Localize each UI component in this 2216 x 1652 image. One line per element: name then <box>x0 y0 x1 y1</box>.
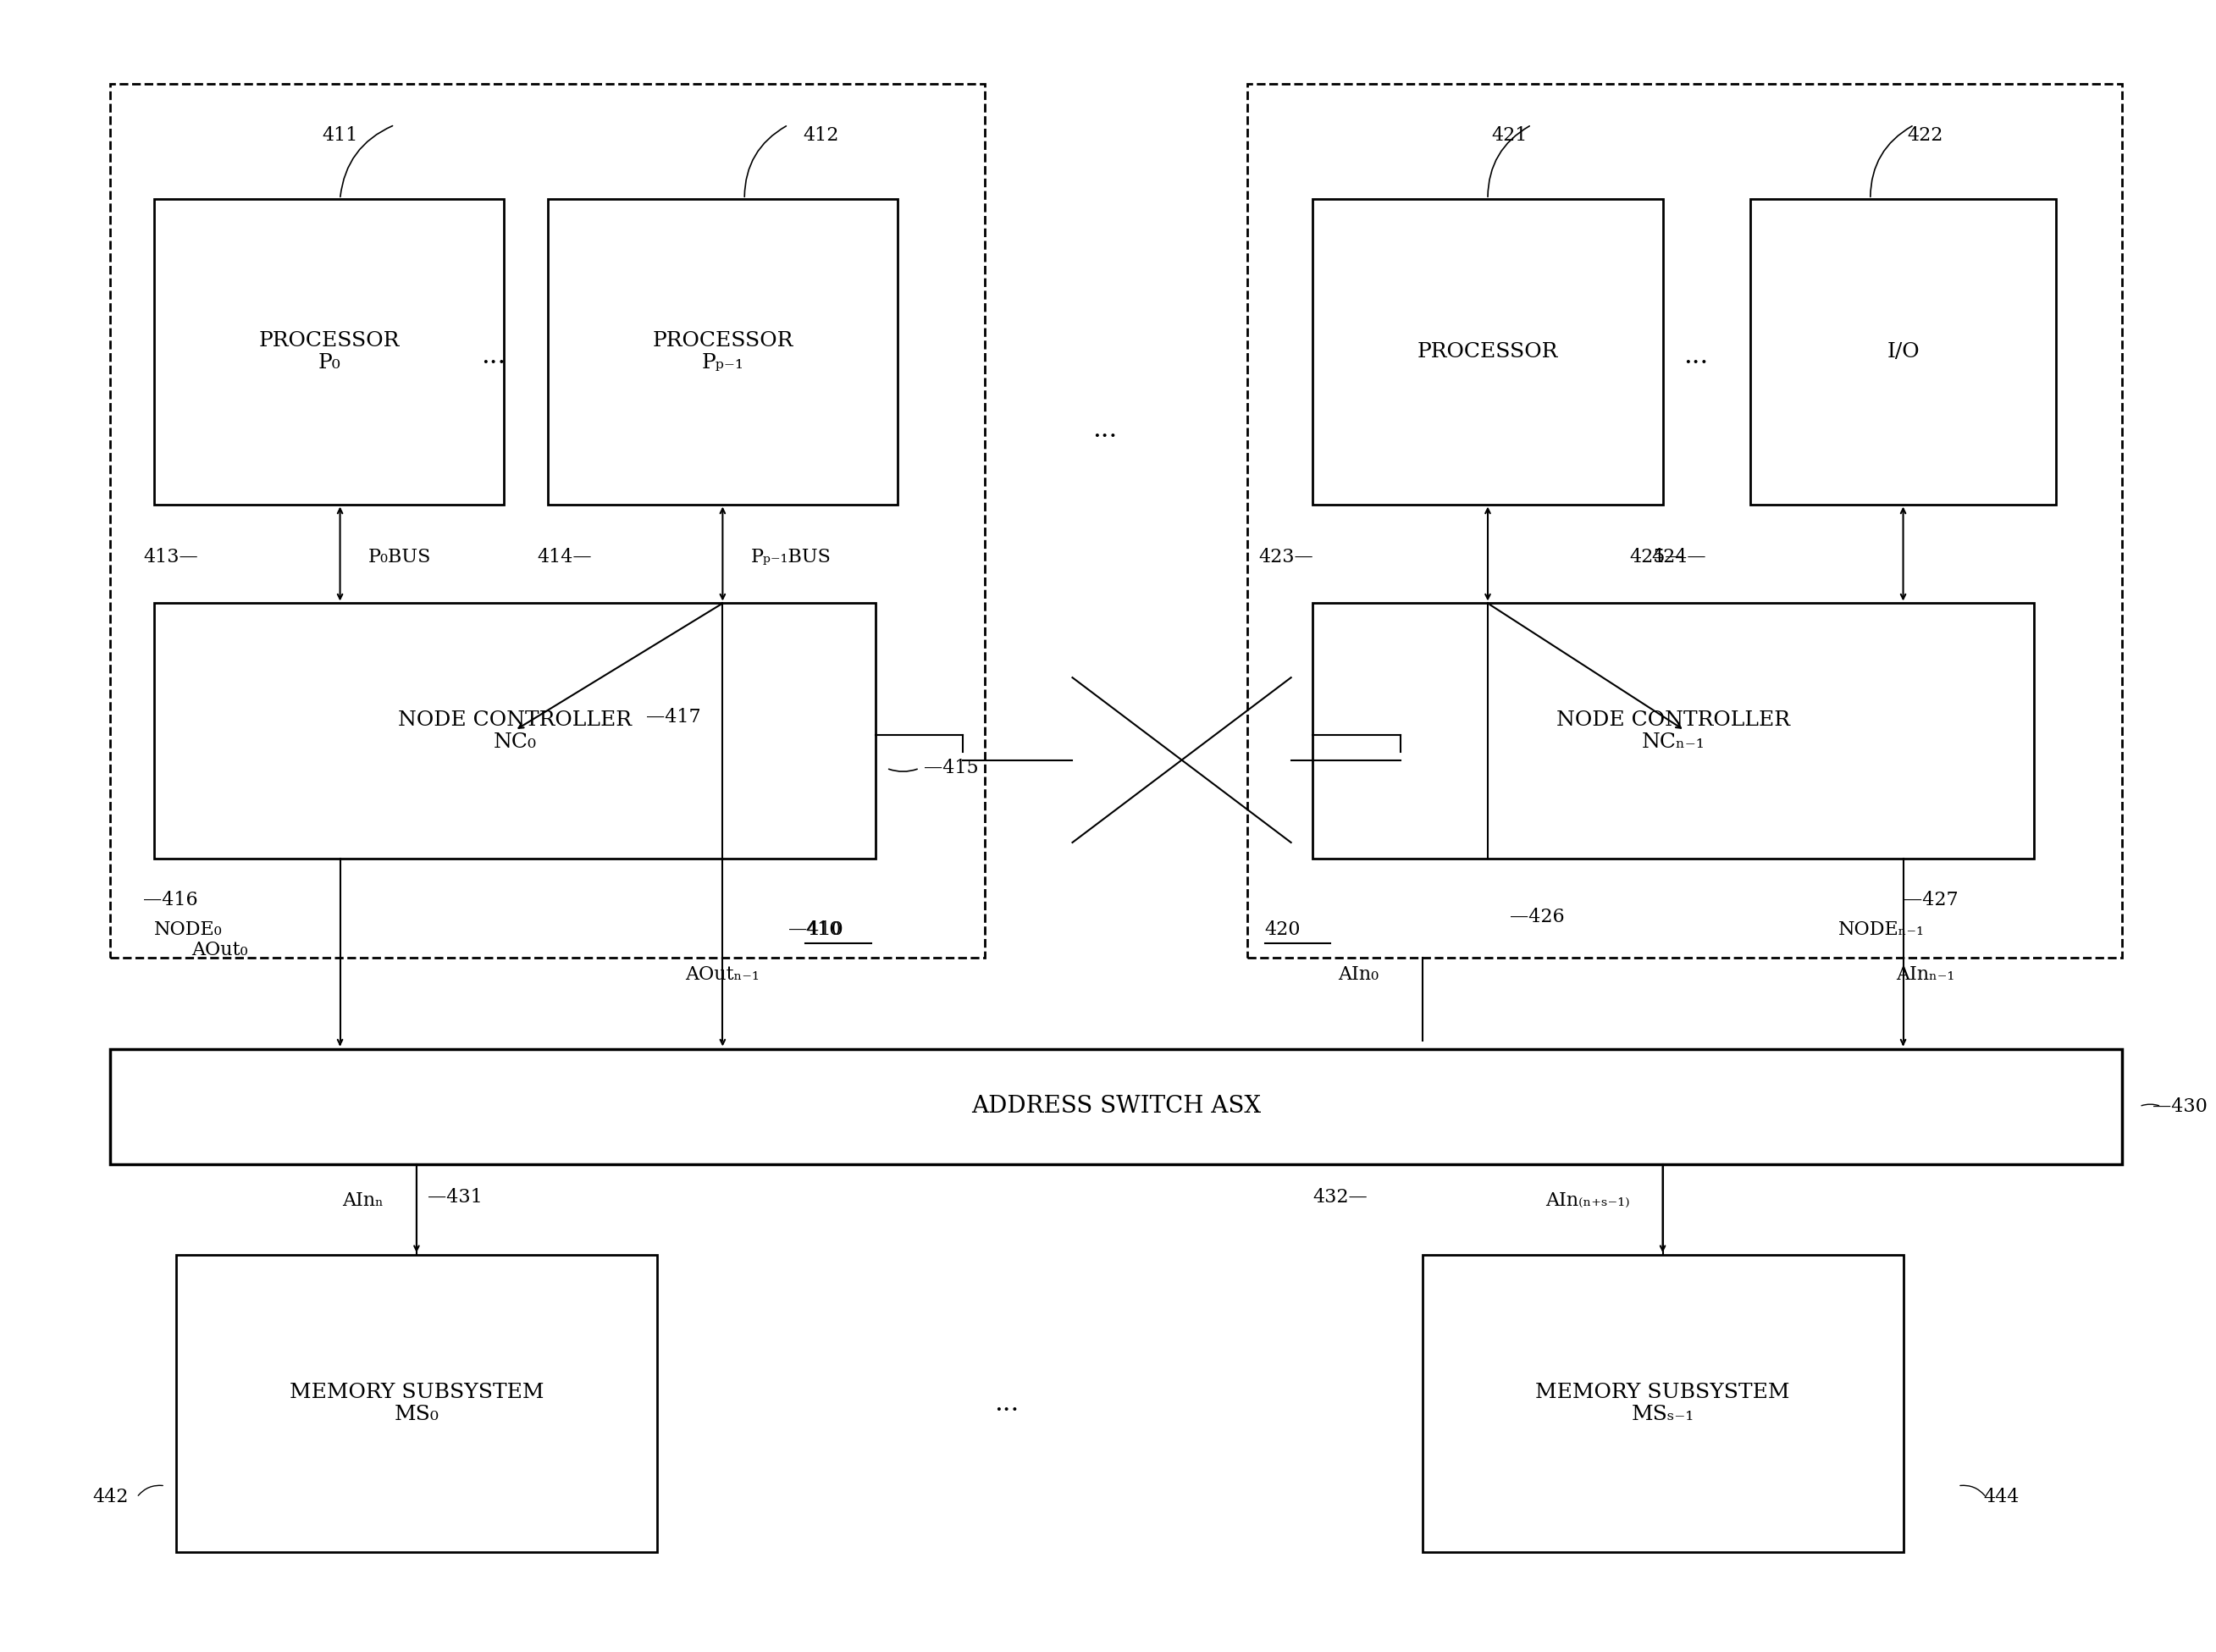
Text: MEMORY SUBSYSTEM
MSₛ₋₁: MEMORY SUBSYSTEM MSₛ₋₁ <box>1536 1383 1791 1424</box>
Text: ADDRESS SWITCH ASX: ADDRESS SWITCH ASX <box>971 1095 1261 1118</box>
FancyBboxPatch shape <box>175 1256 656 1551</box>
Text: 410: 410 <box>807 920 842 940</box>
Text: AInₙ₋₁: AInₙ₋₁ <box>1895 965 1955 985</box>
Text: NODE CONTROLLER
NC₀: NODE CONTROLLER NC₀ <box>399 710 632 752</box>
Text: —431: —431 <box>428 1188 483 1206</box>
FancyBboxPatch shape <box>1312 603 2034 859</box>
Text: AOut₀: AOut₀ <box>191 940 248 960</box>
Text: 411: 411 <box>321 126 359 145</box>
Text: —415: —415 <box>924 758 979 778</box>
Text: 422: 422 <box>1908 126 1943 145</box>
Text: ...: ... <box>1684 342 1709 368</box>
Text: P₀BUS: P₀BUS <box>368 548 432 567</box>
FancyBboxPatch shape <box>1312 200 1662 504</box>
Text: 420: 420 <box>1265 920 1301 940</box>
FancyBboxPatch shape <box>547 200 897 504</box>
Text: AInₙ: AInₙ <box>343 1191 383 1209</box>
Text: AIn₀: AIn₀ <box>1338 965 1378 985</box>
FancyBboxPatch shape <box>1751 200 2056 504</box>
Text: —430: —430 <box>2152 1097 2207 1115</box>
Text: 425—: 425— <box>1631 548 1684 567</box>
FancyBboxPatch shape <box>111 1049 2121 1165</box>
Text: —416: —416 <box>144 890 197 910</box>
Text: —427: —427 <box>1904 890 1959 910</box>
Text: PROCESSOR: PROCESSOR <box>1418 342 1558 362</box>
Text: MEMORY SUBSYSTEM
MS₀: MEMORY SUBSYSTEM MS₀ <box>290 1383 543 1424</box>
Text: 412: 412 <box>802 126 840 145</box>
Text: Pₚ₋₁BUS: Pₚ₋₁BUS <box>751 548 831 567</box>
Text: —426: —426 <box>1509 907 1564 927</box>
Text: NODE₀: NODE₀ <box>155 920 222 940</box>
Text: ...: ... <box>481 342 505 368</box>
Text: 442: 442 <box>93 1488 129 1507</box>
Text: 432—: 432— <box>1312 1188 1367 1206</box>
Text: AOutₙ₋₁: AOutₙ₋₁ <box>685 965 760 985</box>
Text: —417: —417 <box>647 707 700 727</box>
Text: ...: ... <box>1092 416 1117 443</box>
Text: 421: 421 <box>1491 126 1527 145</box>
Text: AIn₍ₙ₊ₛ₋₁₎: AIn₍ₙ₊ₛ₋₁₎ <box>1545 1191 1631 1209</box>
Text: NODE CONTROLLER
NCₙ₋₁: NODE CONTROLLER NCₙ₋₁ <box>1558 710 1791 752</box>
Text: 413—: 413— <box>144 548 197 567</box>
Text: ...: ... <box>995 1391 1019 1416</box>
FancyBboxPatch shape <box>1423 1256 1904 1551</box>
Text: PROCESSOR
Pₚ₋₁: PROCESSOR Pₚ₋₁ <box>652 330 793 373</box>
Text: 423—: 423— <box>1259 548 1314 567</box>
FancyBboxPatch shape <box>155 200 503 504</box>
Text: —410: —410 <box>789 920 842 940</box>
Text: 444: 444 <box>1983 1488 2019 1507</box>
Text: PROCESSOR
P₀: PROCESSOR P₀ <box>259 330 399 373</box>
Text: NODEₙ₋₁: NODEₙ₋₁ <box>1839 920 1926 940</box>
FancyBboxPatch shape <box>155 603 875 859</box>
Text: 424—: 424— <box>1651 548 1706 567</box>
Text: 414—: 414— <box>536 548 592 567</box>
Text: I/O: I/O <box>1886 342 1919 362</box>
